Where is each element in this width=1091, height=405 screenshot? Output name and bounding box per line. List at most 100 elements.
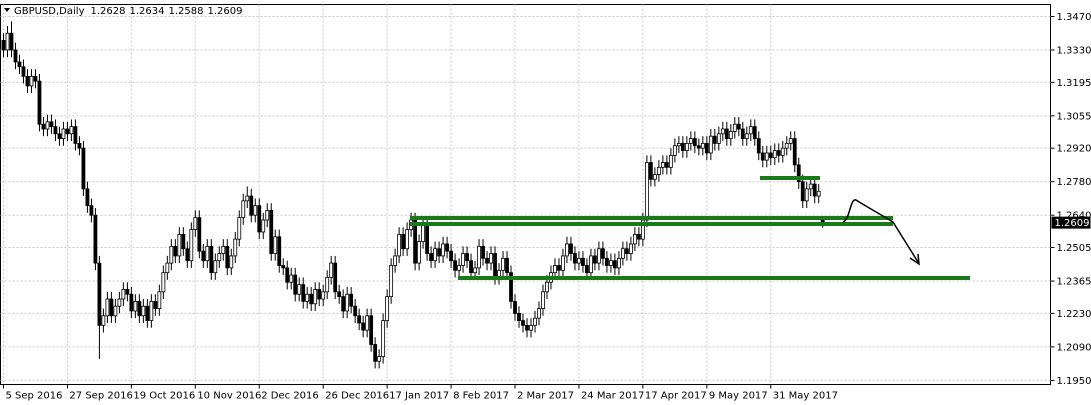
y-tick-label: 1.3330 (1057, 45, 1091, 56)
y-tick-label: 1.2780 (1057, 177, 1091, 188)
candle-body (501, 257, 505, 271)
candle-body (337, 291, 342, 298)
candle-body (293, 274, 298, 295)
candle-body (489, 253, 493, 264)
candle-body (13, 49, 18, 63)
candle-body (609, 260, 613, 266)
candle-body (485, 257, 489, 264)
candle-body (229, 255, 234, 269)
candle-body (473, 267, 477, 274)
candle-body (285, 267, 290, 283)
candle-body (505, 257, 509, 274)
candle-body (197, 217, 202, 252)
candle-body (313, 289, 318, 305)
candle-body (369, 315, 374, 345)
candle-body (61, 128, 66, 139)
candle-body (680, 142, 685, 151)
candle-body (353, 305, 358, 317)
candle-body (421, 224, 425, 242)
candle-body (445, 243, 449, 252)
candle-body (804, 188, 809, 202)
candle-body (537, 308, 541, 319)
candle-body (137, 301, 142, 317)
candle-body (221, 245, 226, 254)
candle-body (573, 253, 577, 264)
candle-body (457, 265, 461, 271)
candle-body (696, 145, 701, 149)
y-tick-label: 1.1950 (1057, 376, 1091, 387)
candle-body (49, 121, 54, 128)
candle-body (397, 233, 402, 257)
candle-body (652, 174, 657, 180)
candle-body (17, 61, 22, 68)
candle-body (97, 262, 102, 326)
candle-body (425, 224, 429, 254)
candle-body (373, 344, 378, 362)
arrow-head (909, 253, 920, 266)
candle-body (389, 265, 394, 298)
candle-body (21, 66, 26, 77)
candle-body (9, 32, 14, 51)
candle-body (37, 80, 42, 125)
candle-body (800, 181, 805, 202)
candle-body (688, 138, 693, 144)
candle-body (617, 257, 621, 269)
candle-body (589, 255, 593, 274)
candle-body (261, 219, 266, 233)
candle-body (69, 126, 74, 135)
candle-body (325, 277, 330, 293)
candle-body (664, 162, 669, 168)
candle-body (253, 205, 258, 216)
candle-body (561, 255, 565, 271)
drawings (410, 176, 970, 280)
y-tick-label: 1.3195 (1057, 78, 1091, 89)
candle-body (621, 248, 625, 259)
candle-body (613, 260, 617, 269)
target-line (458, 276, 970, 280)
candle-body (744, 133, 749, 139)
candle-body (569, 243, 573, 254)
candle-body (73, 126, 78, 144)
candle-body (341, 296, 346, 312)
candle-body (772, 150, 777, 159)
candle-body (712, 135, 717, 144)
candle-body (724, 128, 729, 139)
price-label: 1.2609 (1055, 218, 1090, 229)
candle-body (249, 195, 254, 216)
projection-arrow (842, 199, 919, 263)
support-line (410, 222, 893, 226)
candle-body (405, 229, 410, 250)
candle-body (289, 274, 294, 283)
plot-frame (0, 4, 1051, 385)
candle-body (648, 162, 653, 180)
candle-body (193, 217, 198, 230)
candle-body (816, 190, 821, 197)
x-tick-label: 17 Apr 2017 (645, 391, 707, 402)
candle-body (25, 75, 30, 87)
grid (0, 4, 1051, 385)
candle-body (217, 253, 222, 262)
candle-body (349, 293, 354, 307)
candle-body (632, 233, 637, 245)
candle-body (784, 142, 789, 149)
x-tick-label: 10 Nov 2016 (197, 391, 261, 402)
candle-body (812, 183, 817, 197)
candle-body (377, 356, 382, 362)
candle-body (796, 164, 801, 183)
header-icon (4, 8, 10, 12)
candle-body (656, 166, 661, 175)
candle-body (145, 305, 150, 321)
candle-body (169, 245, 174, 264)
candle-body (585, 265, 589, 274)
candle-body (117, 298, 122, 307)
candle-body (704, 142, 709, 154)
candle-body (185, 248, 190, 262)
y-tick-label: 1.3055 (1057, 111, 1091, 122)
candle-body (241, 200, 246, 219)
candle-body (808, 183, 813, 190)
y-tick-label: 1.2365 (1057, 277, 1091, 288)
candle-body (437, 248, 441, 257)
y-tick-label: 1.2920 (1057, 144, 1091, 155)
candle-body (189, 229, 194, 262)
candle-body (321, 291, 326, 300)
